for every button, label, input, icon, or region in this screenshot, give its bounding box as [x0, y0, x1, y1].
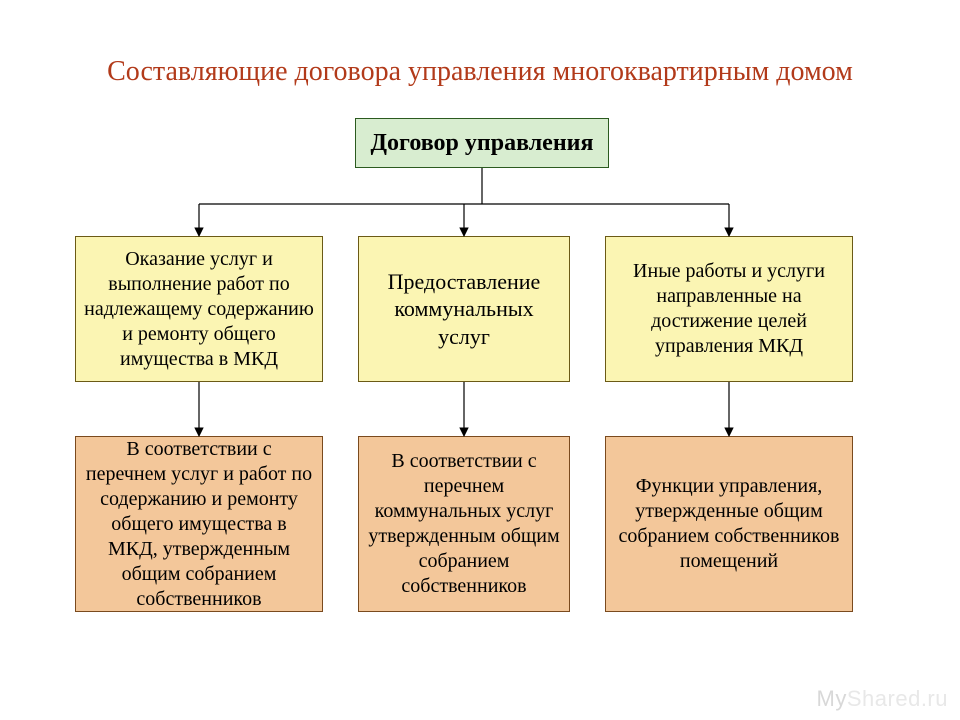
node-mid-left: Оказание услуг и выполнение работ по над…	[75, 236, 323, 382]
node-bot-left: В соответствии с перечнем услуг и работ …	[75, 436, 323, 612]
node-mid-center-label: Предоставление коммунальных услуг	[367, 268, 561, 351]
node-root: Договор управления	[355, 118, 609, 168]
node-mid-center: Предоставление коммунальных услуг	[358, 236, 570, 382]
watermark-right: Shared.ru	[847, 686, 948, 711]
node-bot-center: В соответствии с перечнем коммунальных у…	[358, 436, 570, 612]
node-bot-right: Функции управления, утвержденные общим с…	[605, 436, 853, 612]
watermark-left: My	[817, 686, 847, 711]
node-mid-left-label: Оказание услуг и выполнение работ по над…	[84, 247, 314, 372]
diagram-title: Составляющие договора управления многокв…	[0, 56, 960, 88]
node-root-label: Договор управления	[371, 128, 594, 158]
node-mid-right: Иные работы и услуги направленные на дос…	[605, 236, 853, 382]
node-mid-right-label: Иные работы и услуги направленные на дос…	[614, 259, 844, 359]
watermark: MyShared.ru	[817, 686, 948, 712]
node-bot-right-label: Функции управления, утвержденные общим с…	[614, 474, 844, 574]
node-bot-left-label: В соответствии с перечнем услуг и работ …	[84, 437, 314, 612]
node-bot-center-label: В соответствии с перечнем коммунальных у…	[367, 449, 561, 599]
